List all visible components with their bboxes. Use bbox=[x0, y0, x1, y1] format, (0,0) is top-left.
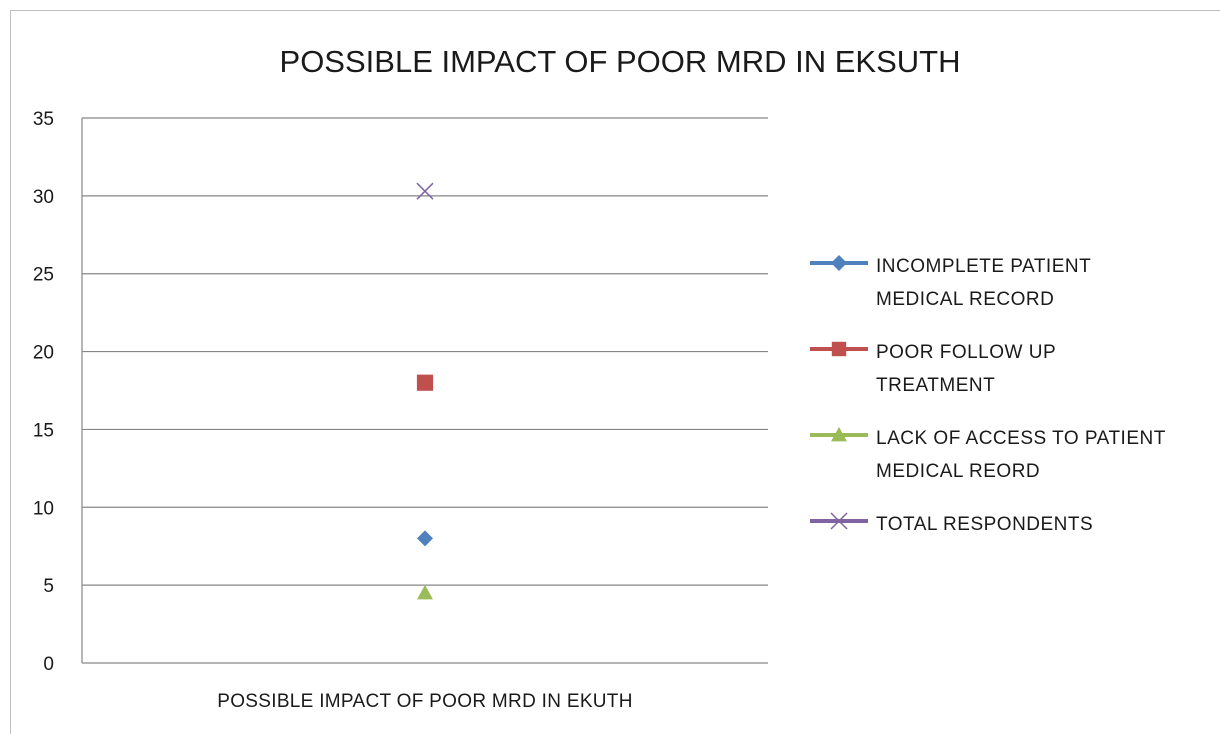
x-marker-stroke bbox=[830, 512, 848, 530]
data-point-diamond bbox=[417, 530, 433, 547]
y-tick-label: 5 bbox=[43, 576, 54, 597]
legend-label: TOTAL RESPONDENTS bbox=[876, 514, 1093, 535]
legend-marker-x bbox=[830, 512, 848, 530]
legend-marker-triangle bbox=[831, 427, 847, 442]
x-marker-stroke bbox=[416, 182, 434, 200]
data-point-square bbox=[416, 374, 434, 391]
chart-frame bbox=[10, 10, 1220, 734]
legend: INCOMPLETE PATIENT MEDICAL RECORD POOR FOL… bbox=[810, 255, 1166, 535]
x-category-label: POSSIBLE IMPACT OF POOR MRD IN EKUTH bbox=[217, 691, 633, 712]
chart-title: POSSIBLE IMPACT OF POOR MRD IN EKSUTH bbox=[280, 44, 961, 79]
plot-area: 0 5 10 15 20 25 30 35 bbox=[33, 109, 768, 675]
y-tick-label: 30 bbox=[33, 187, 54, 208]
y-tick-label: 20 bbox=[33, 343, 54, 364]
legend-label: MEDICAL RECORD bbox=[876, 289, 1054, 310]
y-tick-label: 15 bbox=[33, 420, 54, 441]
legend-marker-diamond bbox=[831, 255, 847, 271]
legend-label: INCOMPLETE PATIENT bbox=[876, 256, 1091, 277]
data-point-triangle bbox=[417, 584, 433, 600]
legend-label: POOR FOLLOW UP bbox=[876, 342, 1056, 363]
y-tick-label: 25 bbox=[33, 265, 54, 286]
y-tick-label: 10 bbox=[33, 498, 54, 519]
legend-label: TREATMENT bbox=[876, 375, 995, 396]
legend-label: MEDICAL REORD bbox=[876, 461, 1040, 482]
y-tick-label: 0 bbox=[43, 654, 54, 675]
legend-label: LACK OF ACCESS TO PATIENT bbox=[876, 428, 1166, 449]
y-tick-label: 35 bbox=[33, 109, 54, 130]
data-point-x bbox=[416, 182, 434, 200]
legend-marker-square bbox=[831, 341, 847, 357]
